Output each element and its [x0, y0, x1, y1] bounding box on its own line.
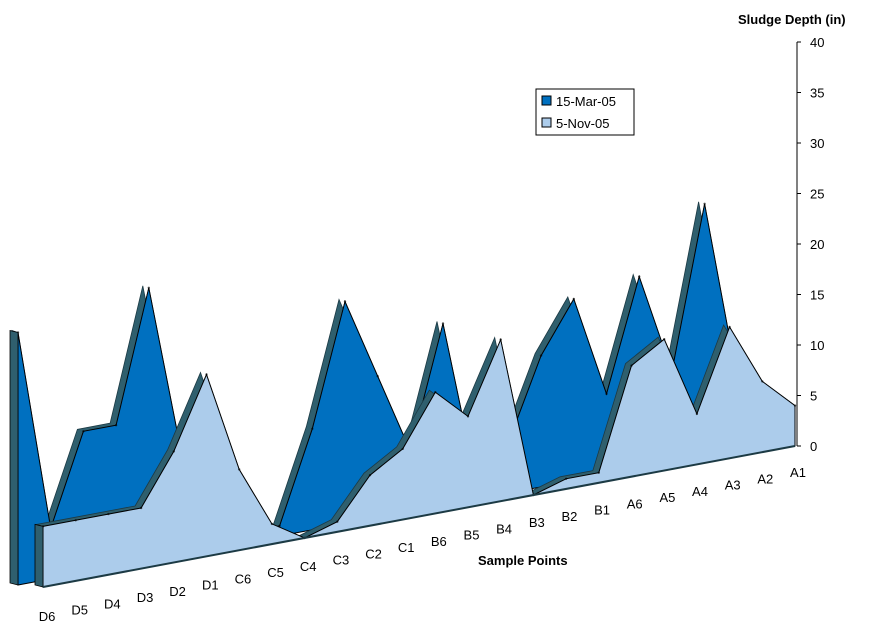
legend-box — [535, 88, 635, 136]
y-tick-label: 40 — [810, 35, 824, 50]
point-15-mar-05-b1 — [572, 297, 575, 301]
y-tick-label: 5 — [810, 389, 817, 404]
point-15-mar-05-d2 — [147, 286, 150, 289]
x-tick-label: D1 — [202, 578, 219, 593]
x-tick-label: B5 — [464, 528, 480, 543]
point-5-nov-05-a2 — [761, 380, 764, 383]
series-15-mar-05-edge — [9, 329, 19, 586]
y-tick-label: 15 — [810, 288, 824, 303]
x-tick-label: C5 — [267, 565, 284, 580]
y-tick-label: 10 — [810, 338, 824, 353]
x-tick-label: A3 — [725, 478, 741, 493]
point-15-mar-05-a6 — [605, 392, 608, 396]
category-axis-title: Sample Points — [478, 553, 568, 568]
x-tick-label: B3 — [529, 515, 545, 530]
legend: 15-Mar-05 5-Nov-05 — [535, 88, 635, 136]
x-tick-label: A1 — [790, 465, 806, 480]
point-5-nov-05-d3 — [139, 506, 143, 510]
point-15-mar-05-c2 — [343, 300, 347, 303]
x-tick-label: D5 — [71, 603, 88, 618]
x-tick-label: B4 — [496, 521, 512, 536]
point-5-nov-05-a6 — [630, 364, 633, 367]
x-tick-label: B1 — [594, 503, 610, 518]
legend-swatch-5-nov-05 — [541, 117, 552, 128]
point-5-nov-05-a1 — [793, 404, 797, 407]
x-tick-label: D3 — [137, 590, 154, 605]
point-5-nov-05-c6 — [238, 468, 241, 471]
tick-labels: 0 5 10 15 20 25 30 35 40 D6 D5 D4 D3 D2 D1 C6 C5 C4 C3 C2 C1… — [39, 35, 825, 621]
point-5-nov-05-a4 — [695, 412, 699, 416]
point-5-nov-05-b5 — [466, 415, 470, 418]
legend-label-15-mar-05: 15-Mar-05 — [556, 94, 616, 109]
point-5-nov-05-c5 — [270, 522, 274, 526]
point-5-nov-05-b6 — [434, 391, 437, 394]
point-5-nov-05-d4 — [107, 512, 110, 516]
point-15-mar-05-d3 — [114, 424, 118, 427]
x-tick-label: D2 — [169, 584, 186, 599]
point-5-nov-05-c3 — [336, 520, 339, 523]
x-tick-label: C4 — [300, 559, 317, 574]
x-tick-label: B2 — [561, 509, 577, 524]
point-15-mar-05-a5 — [638, 275, 641, 278]
x-tick-label: C1 — [398, 540, 415, 555]
point-5-nov-05-d5 — [74, 519, 77, 522]
series-5-nov-05 — [34, 324, 797, 588]
x-tick-label: C3 — [333, 553, 350, 568]
point-5-nov-05-a5 — [663, 338, 666, 341]
point-15-mar-05-c3 — [311, 427, 314, 430]
x-tick-label: B6 — [431, 534, 447, 549]
y-tick-label: 35 — [810, 86, 824, 101]
point-15-mar-05-c1 — [376, 375, 379, 378]
y-tick-label: 0 — [810, 439, 817, 454]
point-15-mar-05-b2 — [539, 354, 543, 357]
point-5-nov-05-b4 — [499, 338, 502, 341]
x-tick-label: D4 — [104, 597, 121, 612]
y-tick-label: 20 — [810, 237, 824, 252]
y-tick-label: 25 — [810, 187, 824, 202]
point-15-mar-05-d4 — [82, 430, 85, 433]
value-axis — [42, 41, 801, 588]
series-5-nov-05-edge — [34, 523, 44, 588]
point-5-nov-05-b1 — [597, 471, 600, 474]
point-5-nov-05-c1 — [401, 447, 404, 451]
x-tick-label: A4 — [692, 484, 708, 499]
point-5-nov-05-d2 — [172, 450, 175, 453]
category-axis-line — [42, 445, 796, 588]
series-front-layer — [34, 324, 797, 588]
x-tick-label: A5 — [659, 490, 675, 505]
y-tick-label: 30 — [810, 136, 824, 151]
x-tick-label: A6 — [627, 496, 643, 511]
point-5-nov-05-d1 — [205, 373, 208, 376]
x-tick-label: C2 — [365, 546, 382, 561]
legend-label-5-nov-05: 5-Nov-05 — [556, 116, 609, 131]
point-5-nov-05-a3 — [728, 325, 731, 329]
value-axis-title: Sludge Depth (in) — [738, 12, 846, 27]
x-tick-label: C6 — [235, 571, 252, 586]
point-5-nov-05-b2 — [564, 477, 568, 480]
point-15-mar-05-a3 — [703, 202, 706, 205]
x-tick-label: D6 — [39, 609, 56, 621]
x-tick-label: A2 — [757, 471, 773, 486]
legend-swatch-15-mar-05 — [541, 95, 552, 106]
point-5-nov-05-c2 — [368, 474, 372, 477]
point-15-mar-05-b5 — [441, 322, 445, 325]
